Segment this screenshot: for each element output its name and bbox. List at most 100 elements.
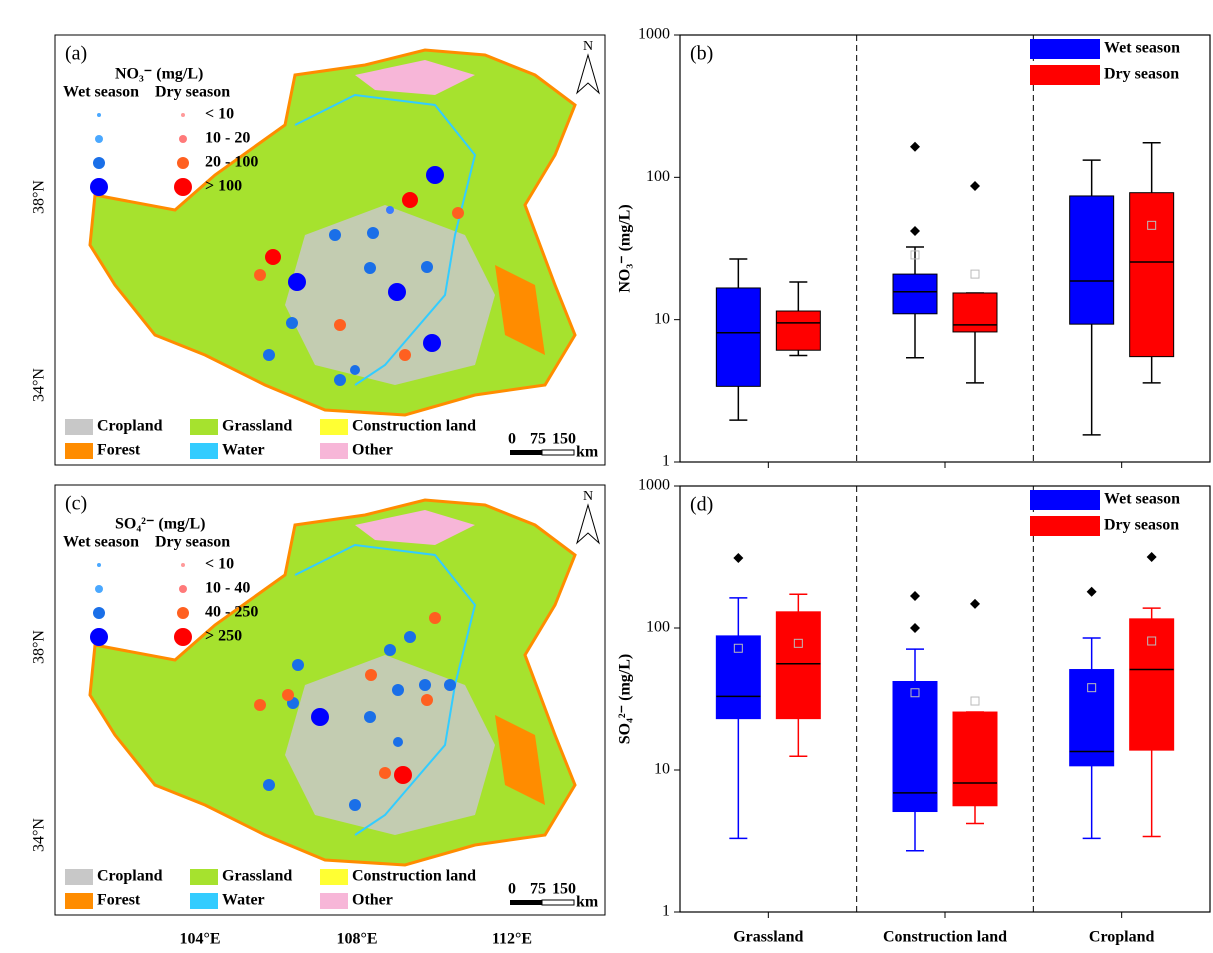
legend-label: Wet season [1104, 40, 1180, 57]
class-label: 20 - 100 [205, 154, 258, 171]
landuse-label: Cropland [97, 868, 163, 885]
legend-swatch [1030, 39, 1100, 59]
site-dot [444, 679, 456, 691]
x-tick-label: Grassland [733, 929, 803, 946]
panel-label: (c) [65, 493, 87, 515]
other-area [355, 60, 475, 95]
scale-label: 0 [508, 881, 516, 898]
legend-dot [181, 113, 185, 117]
panel-label: (a) [65, 43, 87, 65]
y-axis-label: NO₃⁻ (mg/L) [617, 204, 634, 292]
box [715, 635, 761, 720]
y-axis-label: SO₄²⁻ (mg/L) [617, 654, 634, 744]
legend-dot [179, 585, 187, 593]
box [1069, 195, 1115, 325]
site-dot [452, 207, 464, 219]
site-dot [329, 229, 341, 241]
river [294, 543, 477, 836]
wet-label: Wet season [63, 534, 139, 551]
lon-label: 112°E [492, 931, 532, 948]
y-tick-label: 1 [662, 903, 670, 920]
lat-label: 34°N [31, 818, 48, 852]
class-label: > 100 [205, 178, 242, 195]
box [892, 273, 938, 315]
y-tick-label: 10 [654, 761, 670, 778]
site-dot [311, 708, 329, 726]
map-legend-title: NO₃⁻ (mg/L) [115, 66, 203, 83]
map-legend-title: SO₄²⁻ (mg/L) [115, 516, 205, 533]
box [775, 310, 821, 351]
north-label: N [583, 39, 593, 54]
site-dot [399, 349, 411, 361]
landuse-label: Water [222, 892, 265, 909]
landuse-label: Construction land [352, 418, 476, 435]
site-dot [404, 631, 416, 643]
legend-dot [181, 563, 185, 567]
map-frame [54, 34, 606, 466]
class-label: < 10 [205, 556, 234, 573]
map-frame [54, 484, 606, 916]
site-dot [394, 766, 412, 784]
legend-label: Wet season [1104, 491, 1180, 508]
legend-swatch [1030, 65, 1100, 85]
mean-marker [910, 250, 920, 260]
landuse-label: Other [352, 442, 393, 459]
map-panel: (c) SO₄²⁻ (mg/L)Wet season Dry season < 10 1… [54, 484, 606, 916]
box [1069, 669, 1115, 767]
site-dot [429, 612, 441, 624]
outlier [970, 180, 980, 191]
legend-dot [97, 563, 101, 567]
outlier [1086, 586, 1097, 597]
site-dot [365, 669, 377, 681]
landuse-swatch [190, 869, 218, 885]
outlier [733, 553, 744, 564]
legend-dot [174, 628, 192, 646]
landuse-swatch [65, 419, 93, 435]
river [294, 93, 477, 386]
site-dot [349, 799, 361, 811]
legend-swatch [1030, 490, 1100, 510]
legend-label: Dry season [1104, 66, 1179, 83]
landuse-swatch [190, 443, 218, 459]
site-dot [392, 684, 404, 696]
site-dot [334, 319, 346, 331]
landuse-swatch [65, 893, 93, 909]
mean-marker [970, 269, 980, 279]
mean-marker [733, 643, 743, 653]
outlier [1146, 552, 1157, 563]
box [1129, 192, 1175, 358]
site-dot [263, 349, 275, 361]
x-tick-label: Construction land [883, 929, 1007, 946]
landuse-swatch [320, 443, 348, 459]
y-tick-label: 1000 [638, 26, 670, 43]
outlier [970, 598, 980, 609]
legend-dot [179, 135, 187, 143]
landuse-label: Grassland [222, 868, 292, 885]
lat-label: 38°N [31, 630, 48, 664]
panel-label: (d) [690, 494, 713, 516]
landuse-swatch [320, 893, 348, 909]
north-arrow [576, 53, 600, 95]
box [952, 711, 998, 807]
legend-swatch [1030, 516, 1100, 536]
legend-dot [95, 135, 103, 143]
legend-dot [90, 628, 108, 646]
north-label: N [583, 489, 593, 504]
north-arrow [576, 503, 600, 545]
class-label: > 250 [205, 628, 242, 645]
x-tick-label: Cropland [1089, 929, 1155, 946]
outlier [910, 141, 920, 152]
site-dot [364, 262, 376, 274]
forest-area [495, 265, 545, 355]
site-dot [421, 261, 433, 273]
landuse-swatch [65, 869, 93, 885]
site-dot [263, 779, 275, 791]
site-dot [334, 374, 346, 386]
scale-label: 75 [530, 431, 546, 448]
site-dot [402, 192, 418, 208]
landuse-swatch [190, 419, 218, 435]
site-dot [386, 206, 394, 214]
outlier [910, 623, 920, 633]
scale-label: 150 [552, 431, 576, 448]
legend-dot [93, 157, 105, 169]
